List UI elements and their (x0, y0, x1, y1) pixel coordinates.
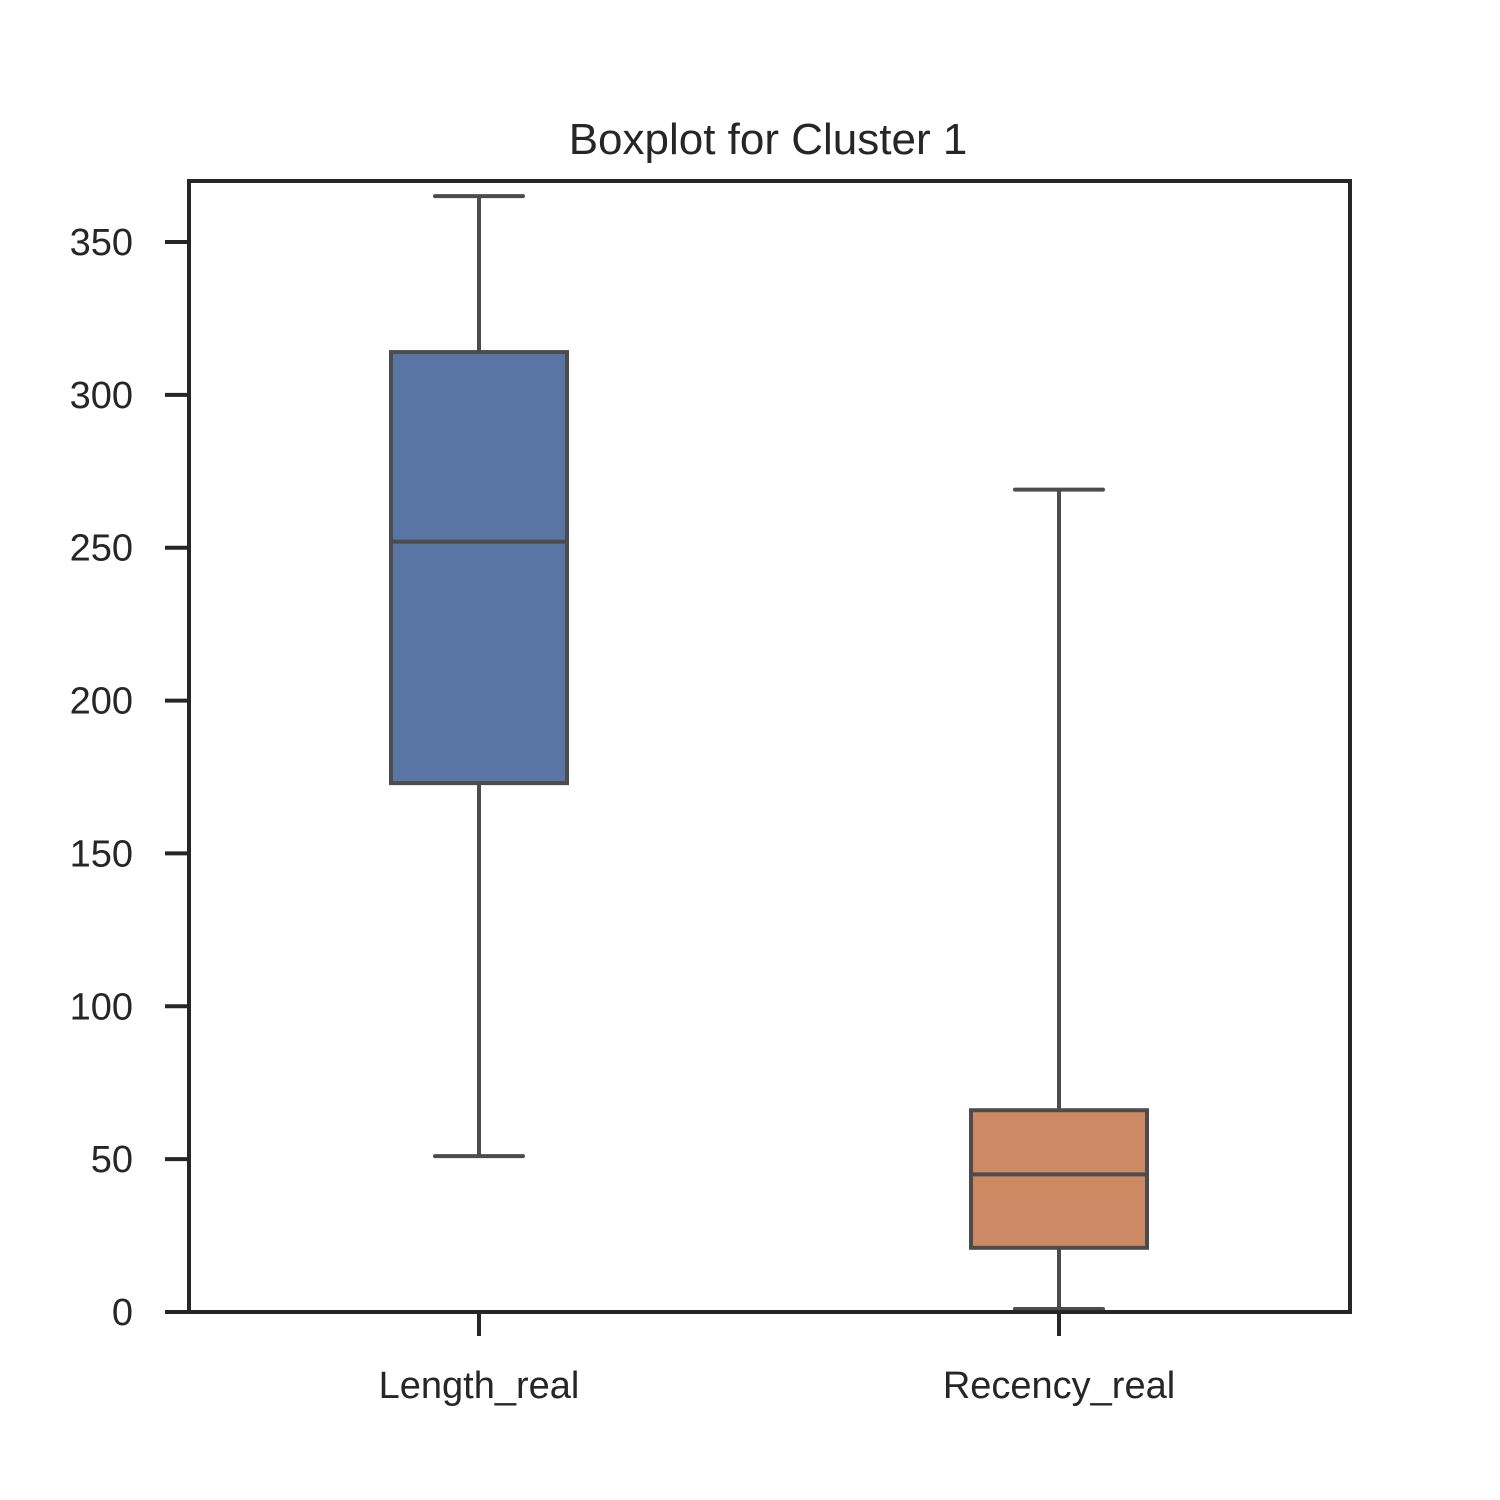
box-recency-real (969, 1108, 1149, 1250)
y-tick-label: 150 (70, 833, 133, 875)
plot-area: 0 50 100 150 200 250 300 350 Length_real Recency_… (70, 179, 1352, 1407)
y-tick-label: 350 (70, 222, 133, 264)
x-tick-label: Recency_real (943, 1365, 1175, 1407)
y-tick-label: 0 (112, 1292, 133, 1334)
y-tick-label: 50 (91, 1139, 133, 1181)
box-length-real (389, 350, 569, 786)
y-tick-label: 100 (70, 986, 133, 1028)
x-tick-label: Length_real (379, 1365, 580, 1407)
y-tick-label: 300 (70, 375, 133, 417)
chart-title: Boxplot for Cluster 1 (569, 115, 968, 164)
y-tick-label: 250 (70, 528, 133, 570)
axes-frame (187, 179, 1352, 1314)
y-tick-label: 200 (70, 681, 133, 723)
